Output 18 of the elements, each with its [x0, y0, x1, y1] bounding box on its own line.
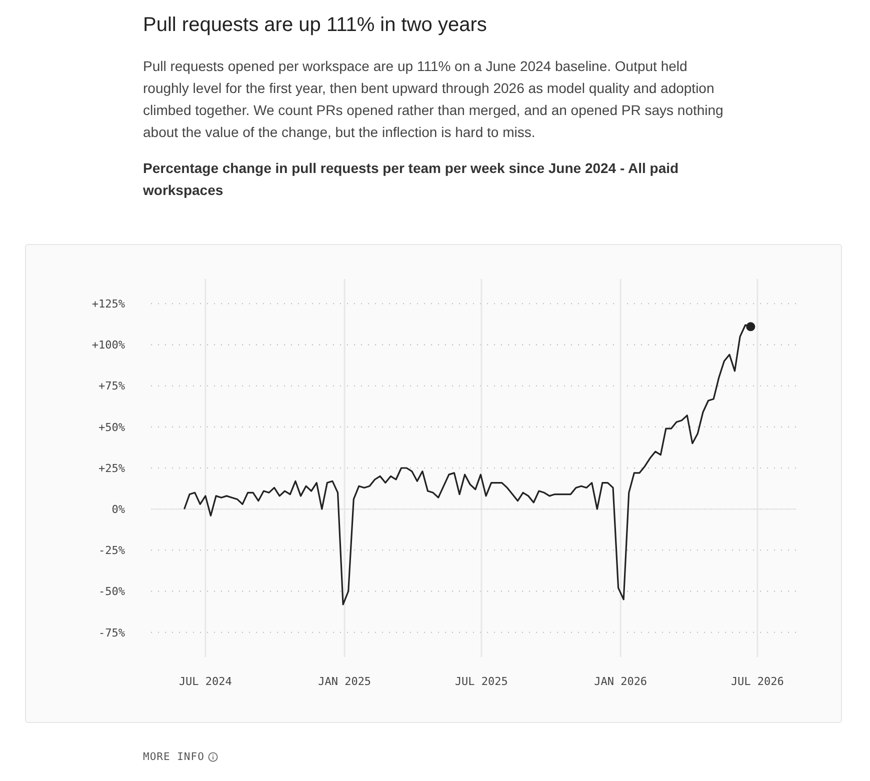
x-tick-label: JUL 2024: [178, 674, 232, 688]
chart-subtitle: Percentage change in pull requests per team per week since June 2024 - All paid workspaces: [143, 159, 680, 200]
y-tick-label: -75%: [98, 626, 126, 640]
y-tick-label: +50%: [98, 420, 126, 434]
y-tick-label: +125%: [92, 298, 126, 311]
chart-title: Pull requests are up 111% in two years: [143, 14, 488, 37]
text: MORE INFO: [143, 751, 204, 763]
x-tick-label: JAN 2026: [594, 674, 648, 688]
x-tick-label: JUL 2025: [454, 674, 508, 688]
y-tick-label: +25%: [98, 462, 126, 475]
x-tick-label: JUL 2026: [730, 674, 784, 688]
x-tick-label: JAN 2025: [318, 674, 372, 688]
y-tick-label: -25%: [98, 544, 126, 558]
text: Pull requests opened per workspace are up 111% on a June 2024 baseline. Output held roughly level for the first year, then bent upward through 2026 as model quality and adoption climbed together. We count PRs opened rather than merged, and an opened PR says nothing about the value of the change, but the inflection is hard to miss.: [143, 57, 724, 142]
y-tick-label: -50%: [98, 585, 126, 598]
y-tick-label: +75%: [98, 380, 126, 393]
y-tick-label: +100%: [92, 338, 126, 352]
y-tick-label: 0%: [112, 502, 126, 516]
